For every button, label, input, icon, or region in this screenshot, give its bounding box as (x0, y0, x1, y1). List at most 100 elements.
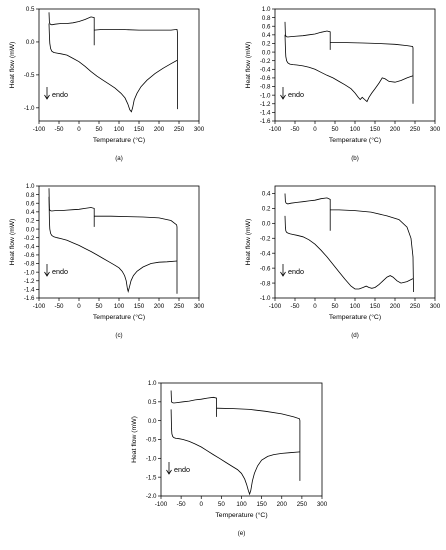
x-tick-label: -100 (269, 126, 282, 133)
y-tick-label: 0.0 (148, 418, 157, 425)
endo-label: endo (288, 267, 304, 276)
y-tick-label: -0.6 (24, 252, 35, 259)
endo-arrow-icon (280, 264, 286, 277)
y-tick-label: 0.0 (262, 221, 271, 228)
y-tick-label: 1.0 (262, 6, 271, 13)
x-tick-label: 50 (218, 501, 225, 508)
x-tick-label: 250 (174, 126, 185, 133)
dsc-curve-2 (94, 215, 178, 294)
chart-panel-1: -100 -50 0 50 100 150 200 250 300 0.5 0.0 -0.5 -1.0 T… (9, 6, 205, 162)
y-tick-label: -0.4 (24, 244, 35, 251)
x-axis-label: Temperature (°C) (329, 136, 381, 144)
x-tick-label: 250 (410, 303, 421, 310)
x-tick-label: 150 (370, 126, 381, 133)
x-tick-label: -100 (33, 126, 46, 133)
x-tick-label: -50 (55, 303, 65, 310)
x-tick-label: 0 (77, 126, 81, 133)
x-tick-label: -100 (155, 501, 168, 508)
x-tick-label: 0 (77, 303, 81, 310)
x-tick-label: 200 (154, 126, 165, 133)
y-tick-label: -0.8 (260, 84, 271, 91)
y-tick-label: -0.8 (260, 280, 271, 287)
y-tick-label: -1.2 (260, 101, 271, 108)
y-tick-label: -2.0 (146, 493, 157, 500)
chart-panel-3: -100 -50 0 50 100 150 200 250 300 1.0 0.80.6 0.4 0.2… (9, 183, 205, 339)
x-tick-label: -100 (269, 303, 282, 310)
plot-frame (38, 185, 200, 299)
y-tick-label: -0.4 (260, 250, 271, 257)
y-tick-label: -1.5 (146, 474, 157, 481)
dsc-curve-3 (170, 409, 300, 496)
x-tick-label: 300 (430, 126, 441, 133)
y-tick-label: 0.8 (26, 192, 35, 199)
y-tick-label: 0.2 (26, 218, 35, 225)
x-tick-label: 250 (174, 303, 185, 310)
x-tick-label: 200 (154, 303, 165, 310)
y-tick-label: -0.4 (260, 67, 271, 74)
y-tick-label: -0.5 (24, 72, 35, 79)
dsc-curve-1 (48, 188, 95, 227)
x-tick-label: 150 (134, 303, 145, 310)
dsc-curve-1 (48, 12, 95, 46)
y-axis-label: Heat flow (mW) (9, 42, 16, 89)
y-tick-label: 0.4 (26, 209, 35, 216)
dsc-curve-3 (284, 215, 414, 290)
y-tick-label: -0.2 (24, 235, 35, 242)
x-tick-label: 300 (194, 303, 205, 310)
dsc-curve-3 (284, 34, 414, 103)
y-tick-label: -0.5 (146, 437, 157, 444)
x-tick-label: -50 (291, 303, 301, 310)
chart-panel-5: -100 -50 0 50 100 150 200 250 300 1.0 0.5 0.0 -0.5 -1… (131, 380, 328, 537)
x-tick-label: 150 (256, 501, 267, 508)
y-tick-label: -1.4 (24, 287, 35, 294)
y-tick-label: 0.2 (262, 206, 271, 213)
dsc-curve-3 (48, 196, 178, 294)
dsc-curve-1 (170, 390, 217, 417)
dsc-curve-3 (48, 23, 178, 113)
dsc-curve-2 (94, 28, 178, 110)
y-tick-label: 0.0 (26, 39, 35, 46)
y-tick-label: -1.2 (24, 278, 35, 285)
x-tick-label: 300 (194, 126, 205, 133)
x-tick-label: 50 (332, 126, 339, 133)
x-tick-label: 300 (317, 501, 328, 508)
y-tick-label: -0.2 (260, 58, 271, 65)
x-tick-label: 200 (390, 303, 401, 310)
endo-label: endo (288, 90, 304, 99)
panel-caption: (c) (115, 332, 122, 339)
y-axis-label: Heat flow (mW) (245, 219, 252, 266)
x-tick-label: -50 (177, 501, 187, 508)
plot-frame (274, 185, 436, 299)
x-tick-label: 200 (277, 501, 288, 508)
panel-caption: (b) (351, 155, 359, 162)
y-tick-label: -0.2 (260, 235, 271, 242)
y-tick-label: 0.2 (262, 41, 271, 48)
y-tick-label: 1.0 (26, 183, 35, 190)
x-tick-label: 100 (114, 126, 125, 133)
x-axis-label: Temperature (°C) (93, 136, 145, 144)
x-tick-label: 150 (370, 303, 381, 310)
endo-label: endo (52, 267, 68, 276)
endo-label: endo (174, 465, 190, 474)
dsc-curve-1 (284, 193, 331, 231)
x-tick-label: -50 (291, 126, 301, 133)
y-tick-label: 0.4 (262, 32, 271, 39)
y-tick-label: -1.0 (146, 456, 157, 463)
y-tick-label: -1.0 (260, 295, 271, 302)
y-tick-label: -1.4 (260, 110, 271, 117)
plot-frame (38, 8, 200, 122)
chart-panel-2: -100 -50 0 50 100 150 200 250 300 1.0 0.80.6 0.4 0.2… (245, 6, 441, 162)
y-tick-label: 0.6 (26, 200, 35, 207)
y-tick-label: -0.6 (260, 265, 271, 272)
dsc-curve-2 (330, 209, 414, 292)
y-axis-label: Heat flow (mW) (131, 416, 138, 463)
y-tick-label: -1.6 (24, 295, 35, 302)
endo-arrow-icon (280, 87, 286, 100)
y-tick-label: -0.6 (260, 75, 271, 82)
endo-arrow-icon (166, 462, 172, 475)
plot-frame (274, 8, 436, 122)
y-tick-label: 0.0 (262, 49, 271, 56)
x-tick-label: 100 (350, 303, 361, 310)
y-tick-label: 0.4 (262, 191, 271, 198)
